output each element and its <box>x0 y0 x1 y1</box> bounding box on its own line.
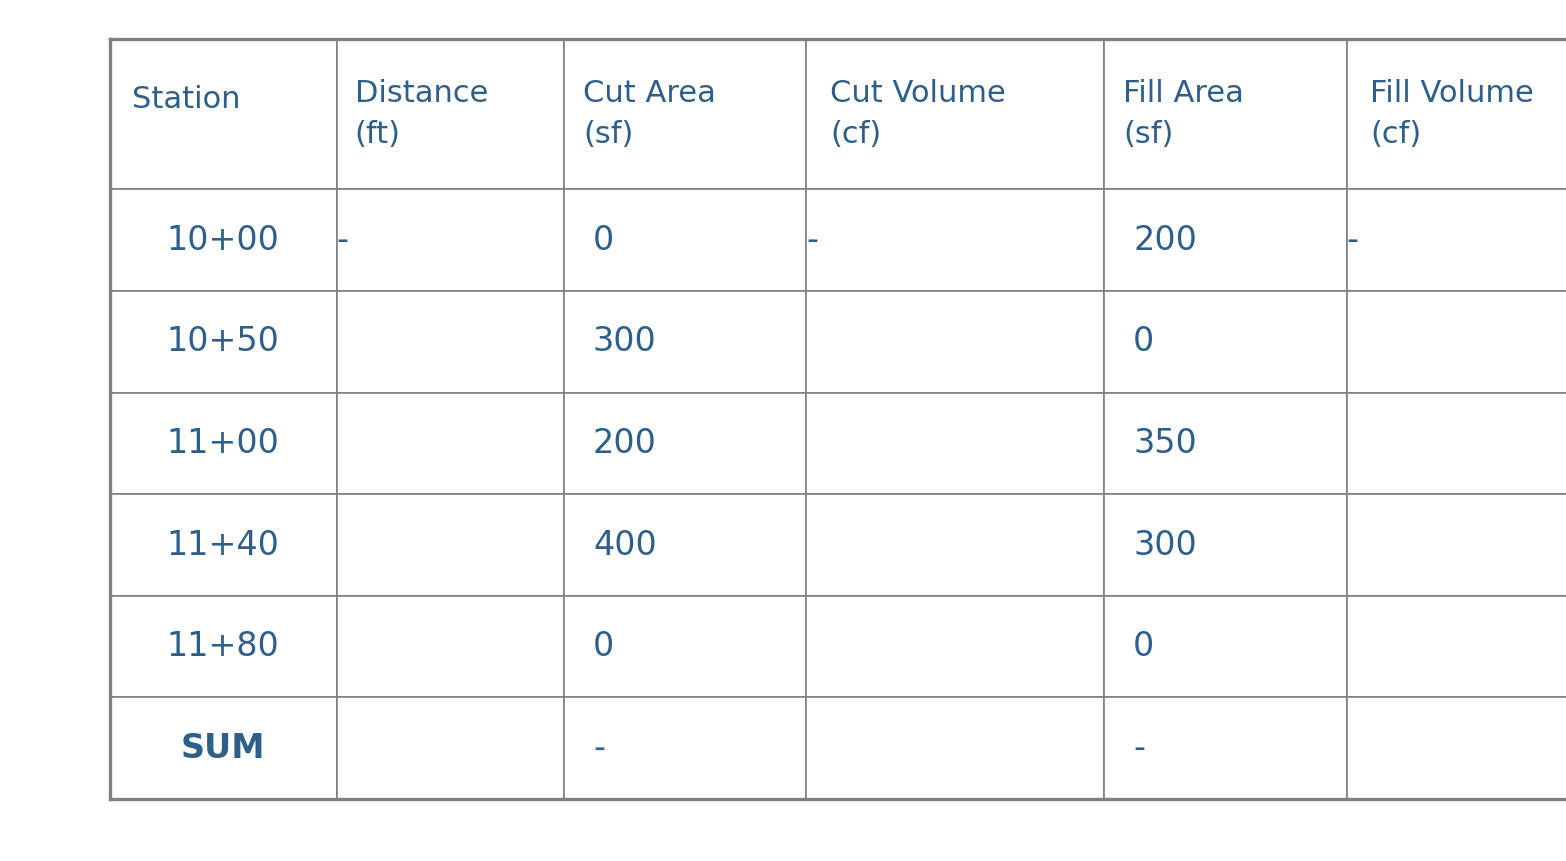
Text: 350: 350 <box>1134 427 1196 460</box>
Text: Station: Station <box>132 85 241 114</box>
Text: Cut Volume
(cf): Cut Volume (cf) <box>830 79 1005 149</box>
Text: 10+00: 10+00 <box>166 224 280 257</box>
Text: 0: 0 <box>594 630 614 663</box>
Text: -: - <box>337 224 349 257</box>
Text: 200: 200 <box>594 427 656 460</box>
Text: -: - <box>594 732 604 765</box>
Text: 200: 200 <box>1134 224 1196 257</box>
Text: 11+80: 11+80 <box>168 630 279 663</box>
Text: 300: 300 <box>594 325 656 358</box>
Text: Distance
(ft): Distance (ft) <box>355 79 489 149</box>
Text: 11+40: 11+40 <box>166 529 280 561</box>
Text: Fill Area
(sf): Fill Area (sf) <box>1123 79 1245 149</box>
Text: Cut Area
(sf): Cut Area (sf) <box>583 79 716 149</box>
Text: 0: 0 <box>1134 325 1154 358</box>
Text: 11+00: 11+00 <box>166 427 280 460</box>
Text: 0: 0 <box>1134 630 1154 663</box>
Text: -: - <box>1347 224 1359 257</box>
Text: -: - <box>1134 732 1145 765</box>
Text: 10+50: 10+50 <box>166 325 280 358</box>
Text: 0: 0 <box>594 224 614 257</box>
Text: 300: 300 <box>1134 529 1196 561</box>
Text: 400: 400 <box>594 529 656 561</box>
Text: Fill Volume
(cf): Fill Volume (cf) <box>1370 79 1533 149</box>
Text: -: - <box>806 224 819 257</box>
Text: SUM: SUM <box>182 732 265 765</box>
